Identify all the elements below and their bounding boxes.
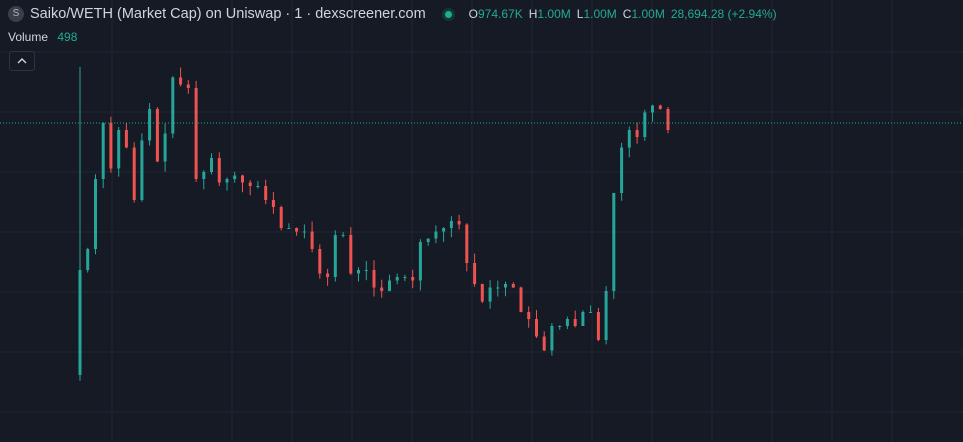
candle-body <box>271 200 275 207</box>
candle-body <box>310 231 314 249</box>
candle-body <box>643 112 647 137</box>
candle-body <box>511 284 515 288</box>
candle-body <box>94 179 97 249</box>
candle-body <box>604 291 608 340</box>
candle-body <box>403 277 407 278</box>
candle-body <box>434 231 438 239</box>
candle-body <box>171 77 175 134</box>
candle-body <box>148 109 152 141</box>
symbol-icon: S <box>8 6 24 22</box>
candle-body <box>233 175 237 179</box>
candle-body <box>124 130 128 148</box>
candle-body <box>535 319 538 337</box>
candle-body <box>179 77 183 85</box>
close-value: 1.00M <box>631 7 665 21</box>
volume-legend: Volume 498 <box>8 30 77 44</box>
candle-body <box>202 172 206 179</box>
candle-body <box>558 326 562 327</box>
candle-body <box>666 109 670 130</box>
volume-value: 498 <box>57 30 78 44</box>
candle-body <box>109 123 113 169</box>
high-label: H <box>528 7 538 21</box>
candle-body <box>132 147 136 200</box>
candle-body <box>519 287 523 312</box>
volume-label: Volume <box>8 30 49 44</box>
high-value: 1.00M <box>537 7 571 21</box>
change-value: 28,694.28 (+2.94%) <box>670 7 777 21</box>
candle-body <box>256 186 260 187</box>
candle-body <box>295 228 299 232</box>
low-value: 1.00M <box>583 7 617 21</box>
candle-body <box>612 193 616 291</box>
candle-body <box>302 231 306 233</box>
candle-body <box>465 224 469 263</box>
candle-body <box>241 175 244 183</box>
candle-body <box>225 179 229 183</box>
candle-body <box>635 130 639 137</box>
candles <box>78 67 670 381</box>
candle-body <box>449 221 453 228</box>
candle-body <box>194 88 198 179</box>
candle-body <box>426 238 430 242</box>
market-open-dot-icon <box>441 7 455 21</box>
candle-body <box>589 312 593 313</box>
candle-body <box>473 263 477 284</box>
candle-body <box>210 158 213 172</box>
candle-body <box>627 130 631 148</box>
candle-body <box>264 186 268 200</box>
candle-body <box>101 123 105 179</box>
candle-body <box>527 312 531 319</box>
candle-body <box>488 287 492 302</box>
candle-body <box>504 284 507 288</box>
ohlc-values: O974.67K H1.00M L1.00M C1.00M 28,694.28 … <box>469 7 777 21</box>
candle-body <box>248 182 252 186</box>
candle-body <box>333 235 337 277</box>
close-label: C <box>622 7 632 21</box>
open-value: 974.67K <box>478 7 523 21</box>
chart-header: S Saiko/WETH (Market Cap) on Uniswap · 1… <box>8 4 777 24</box>
collapse-legend-button[interactable] <box>9 51 35 71</box>
candle-body <box>186 84 190 88</box>
candle-body <box>326 273 330 277</box>
candle-body <box>457 221 461 225</box>
candle-body <box>140 140 144 200</box>
candle-body <box>380 287 384 291</box>
candle-body <box>217 158 221 183</box>
candle-body <box>418 242 422 281</box>
candle-body <box>658 105 662 109</box>
candle-body <box>596 312 600 340</box>
candle-body <box>341 235 345 236</box>
candle-body <box>581 312 585 326</box>
chart-title: Saiko/WETH (Market Cap) on Uniswap · 1 ·… <box>30 6 426 22</box>
candle-body <box>395 277 399 281</box>
open-label: O <box>468 7 478 21</box>
candle-body <box>117 130 121 169</box>
candle-body <box>573 319 577 326</box>
candle-body <box>163 133 167 162</box>
candle-body <box>357 270 360 274</box>
candle-body <box>279 207 283 228</box>
candle-body <box>388 280 391 291</box>
candle-body <box>542 336 546 351</box>
candle-body <box>155 109 159 162</box>
chevron-up-icon <box>17 58 27 64</box>
candle-body <box>550 326 554 351</box>
candle-body <box>565 319 569 326</box>
candle-body <box>372 270 376 288</box>
candle-body <box>318 249 322 274</box>
candle-body <box>620 147 624 193</box>
candle-body <box>480 284 484 302</box>
candle-body <box>442 228 446 232</box>
candle-body <box>496 287 500 289</box>
candle-body <box>651 105 654 113</box>
candle-body <box>86 249 90 270</box>
candle-body <box>411 277 415 281</box>
candle-body <box>349 235 353 274</box>
candle-body <box>364 270 368 271</box>
candle-body <box>287 228 291 229</box>
low-label: L <box>576 7 584 21</box>
